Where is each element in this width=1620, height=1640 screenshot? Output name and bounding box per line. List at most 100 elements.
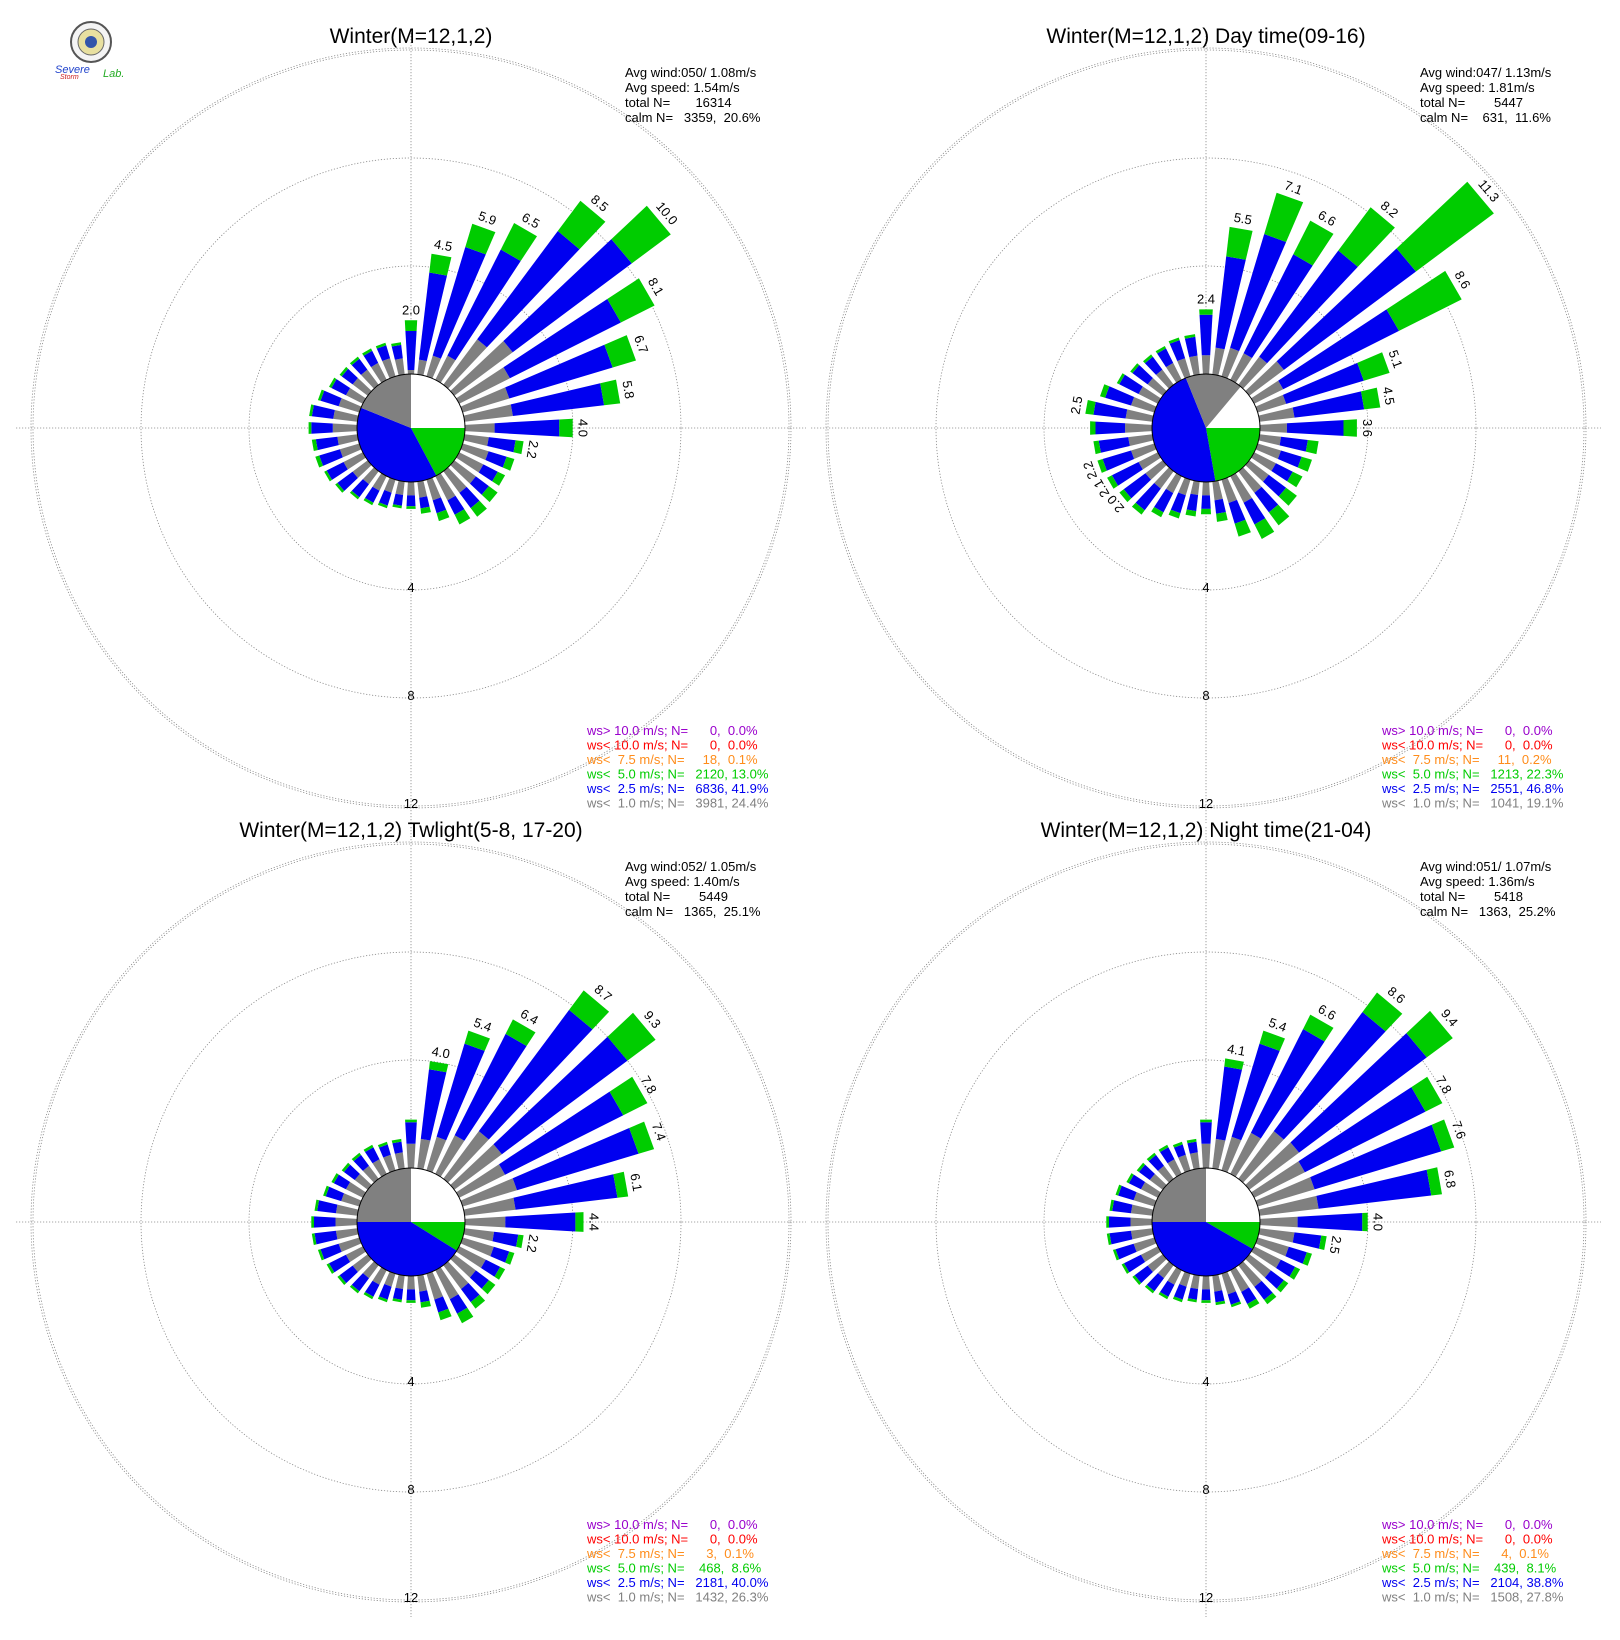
chart-title: Winter(M=12,1,2) Night time(21-04)	[1041, 819, 1372, 842]
bar-segment-lt25	[419, 272, 447, 361]
sector-bar: 5.4	[426, 1015, 494, 1173]
bar-segment-lt25	[1254, 486, 1279, 513]
sector-bar	[377, 1271, 396, 1303]
bar-segment-lt25	[391, 344, 403, 360]
sector-bar	[1238, 467, 1290, 526]
bar-segment-lt5	[339, 366, 349, 377]
bar-segment-lt25	[1201, 495, 1211, 509]
bar-segment-lt1	[1130, 1217, 1153, 1227]
bar-segment-lt25	[393, 1287, 404, 1300]
bar-segment-lt5	[1158, 1292, 1169, 1300]
sector-bar	[443, 467, 487, 517]
sector-bar	[1238, 1261, 1277, 1305]
stats-line: Avg wind:052/ 1.05m/s	[625, 859, 757, 874]
bar-segment-lt25	[326, 462, 348, 480]
bar-segment-lt5	[1319, 1235, 1327, 1250]
sector-bar	[1146, 1152, 1174, 1183]
bar-segment-lt25	[461, 1282, 480, 1303]
bar-segment-lt25	[1105, 386, 1135, 406]
bar-segment-lt25	[1243, 498, 1266, 525]
sector-bar	[1112, 1237, 1157, 1261]
bar-segment-lt1	[1179, 1271, 1191, 1287]
bar-segment-lt5	[349, 490, 360, 500]
bar-segment-lt1	[338, 398, 362, 413]
stats-line: calm N= 1365, 25.1%	[625, 904, 761, 919]
bar-segment-lt1	[1258, 434, 1282, 446]
bar-segment-lt25	[492, 1231, 519, 1247]
bar-segment-lt25	[1276, 248, 1416, 370]
bar-segment-lt5	[1131, 502, 1145, 515]
sector-bar: 6.7	[460, 333, 651, 413]
sector-bar	[1106, 1216, 1153, 1228]
bar-segment-lt5	[335, 482, 345, 493]
bar-segment-lt25	[351, 479, 369, 498]
bar-segment-lt5	[481, 486, 498, 503]
bar-segment-lt1	[335, 1228, 359, 1240]
bar-segment-lt25	[432, 247, 486, 359]
sector-bar: 2.2	[1080, 443, 1157, 481]
stats-line: Avg speed: 1.40m/s	[625, 874, 740, 889]
wind-rose-panel-4: 48124.15.46.68.69.47.87.66.84.02.5Winter…	[811, 819, 1601, 1617]
bar-segment-lt1	[1178, 1154, 1191, 1173]
ring-label: 12	[1199, 796, 1213, 811]
bar-segment-lt1	[1167, 1267, 1182, 1285]
bar-segment-lt1	[1255, 1237, 1289, 1257]
sector-bar	[317, 1237, 362, 1261]
bar-segment-lt5	[438, 1308, 452, 1321]
bar-segment-lt25	[419, 496, 430, 509]
bar-segment-lt25	[503, 299, 621, 379]
bar-segment-lt25	[1227, 1291, 1241, 1305]
sector-bar	[1106, 1228, 1154, 1245]
bar-value-label: 7.4	[649, 1121, 669, 1143]
legend-entry: ws> 10.0 m/s; N= 0, 0.0%	[586, 1517, 758, 1532]
bar-segment-lt25	[1186, 493, 1199, 512]
bar-segment-lt1	[1251, 452, 1276, 471]
bar-value-label: 5.1	[1385, 348, 1405, 370]
bar-value-label: 4.4	[586, 1213, 601, 1231]
bar-segment-lt5	[337, 1275, 347, 1285]
bar-segment-lt25	[379, 490, 392, 506]
bar-segment-lt5	[457, 1307, 474, 1324]
sector-bar	[443, 1261, 486, 1309]
bar-segment-lt1	[354, 1173, 372, 1190]
bar-segment-lt25	[405, 331, 417, 370]
bar-value-label: 5.8	[619, 379, 637, 399]
sector-bar	[1230, 473, 1275, 539]
bar-segment-lt5	[1259, 1030, 1285, 1051]
bar-segment-lt5	[494, 1266, 506, 1280]
bar-segment-lt1	[450, 1254, 476, 1278]
bar-segment-lt1	[1245, 1254, 1271, 1278]
bar-segment-lt1	[1189, 1152, 1200, 1170]
sector-bar	[456, 452, 506, 486]
sector-bar	[377, 477, 396, 509]
ring-label: 8	[1202, 688, 1209, 703]
bar-segment-lt25	[1276, 1259, 1296, 1277]
bar-segment-lt25	[341, 368, 358, 385]
bar-segment-lt1	[1125, 409, 1154, 422]
bar-segment-lt1	[407, 1275, 415, 1290]
legend-entry: ws< 5.0 m/s; N= 468, 8.6%	[586, 1561, 762, 1576]
sector-bar: 4.1	[1212, 1041, 1247, 1170]
calm-pie	[356, 1167, 466, 1277]
bar-segment-lt1	[417, 1138, 431, 1170]
bar-segment-lt1	[383, 1154, 396, 1173]
bar-segment-lt5	[1338, 207, 1395, 267]
bar-segment-lt1	[382, 358, 396, 379]
bar-segment-lt25	[1109, 1216, 1131, 1228]
bar-segment-lt5	[1093, 440, 1101, 455]
legend-entry: ws< 10.0 m/s; N= 0, 0.0%	[1381, 1532, 1553, 1547]
stats-line: total N= 5449	[625, 889, 728, 904]
bar-segment-lt5	[1305, 440, 1319, 455]
calm-pie-slice	[411, 374, 465, 428]
bar-segment-lt1	[361, 369, 379, 389]
bar-segment-lt5	[613, 1171, 629, 1198]
sector-bar	[1100, 384, 1157, 413]
bar-segment-lt25	[477, 231, 580, 348]
bar-value-label: 3.6	[1360, 419, 1375, 437]
bar-segment-lt5	[604, 335, 636, 368]
bar-segment-lt25	[469, 1270, 489, 1289]
sector-bar	[1212, 480, 1228, 522]
bar-segment-lt25	[314, 1230, 338, 1245]
bar-segment-lt5	[331, 1173, 339, 1184]
